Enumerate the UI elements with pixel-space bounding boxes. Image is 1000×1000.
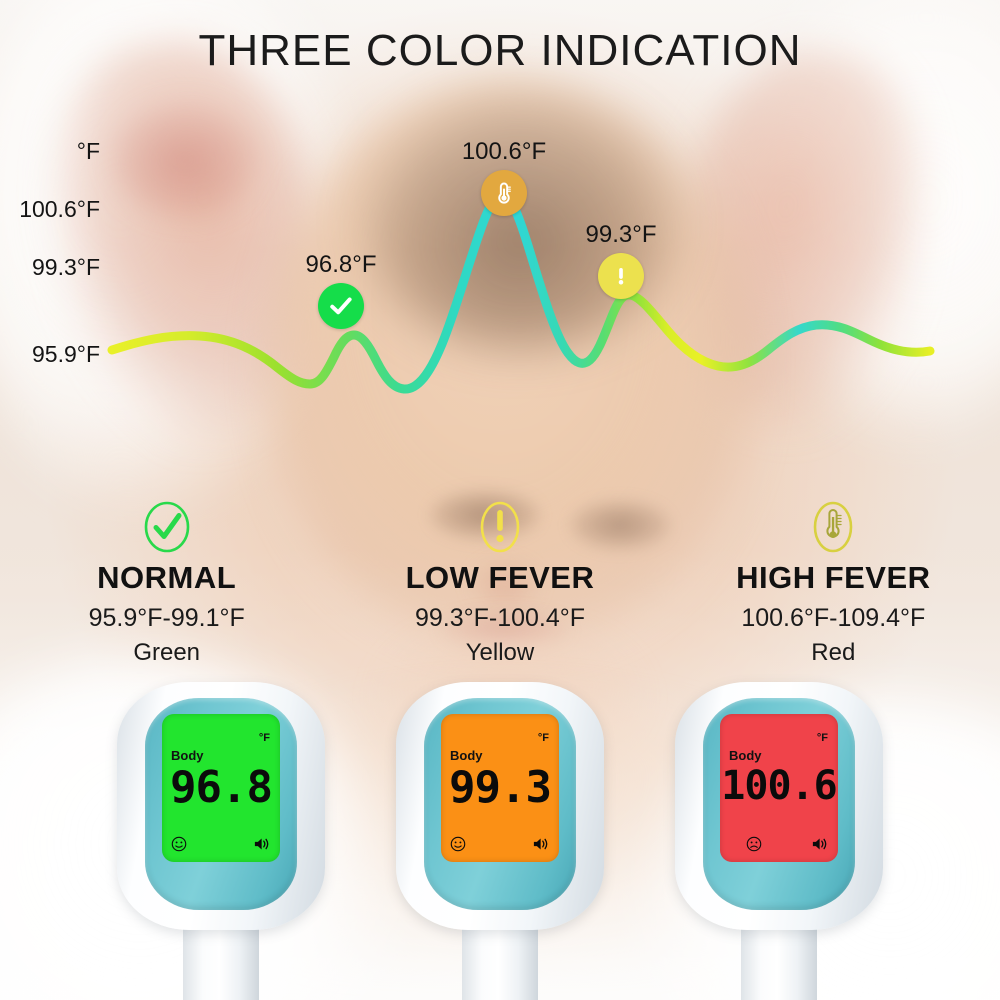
device-screen-normal: Body °F 96.8 bbox=[162, 714, 280, 862]
legend-title-low-fever: LOW FEVER bbox=[405, 560, 595, 595]
legend-item-normal: NORMAL 95.9°F-99.1°F Green bbox=[0, 498, 333, 667]
chart-annotation-low-fever-label: 99.3°F bbox=[585, 221, 657, 248]
device-screen-high-fever: Body °F 100.6 bbox=[720, 714, 838, 862]
screen-unit-label: °F bbox=[816, 732, 828, 744]
legend-title-normal: NORMAL bbox=[97, 560, 237, 595]
screen-unit-label: °F bbox=[258, 732, 270, 744]
y-axis-tick-95-9: 95.9°F bbox=[31, 341, 100, 367]
legend-color-normal: Green bbox=[133, 639, 201, 666]
screen-temperature-value: 99.3 bbox=[449, 762, 552, 813]
check-circle-icon bbox=[0, 498, 333, 556]
screen-mode-label: Body bbox=[450, 748, 483, 763]
screen-temperature-value: 100.6 bbox=[721, 763, 837, 809]
speaker-icon bbox=[811, 836, 829, 852]
chart-annotation-high-fever: 100.6°F bbox=[420, 138, 588, 216]
chart-annotation-high-fever-label: 100.6°F bbox=[461, 138, 547, 165]
legend-color-high-fever: Red bbox=[811, 639, 856, 666]
legend-color-low-fever: Yellow bbox=[465, 639, 535, 666]
thermometer-device-low-fever[interactable]: Body °F 99.3 bbox=[387, 676, 613, 1000]
smiley-face-icon bbox=[171, 836, 187, 852]
check-icon bbox=[318, 283, 364, 329]
y-axis-tick-100-6: 100.6°F bbox=[19, 196, 100, 222]
exclamation-circle-icon bbox=[333, 498, 666, 556]
legend-range-normal: 95.9°F-99.1°F bbox=[88, 604, 245, 632]
smiley-face-icon bbox=[450, 836, 466, 852]
speaker-icon bbox=[532, 836, 550, 852]
legend-title-high-fever: HIGH FEVER bbox=[736, 560, 931, 595]
exclamation-icon bbox=[598, 253, 644, 299]
thermometer-device-normal[interactable]: Body °F 96.8 bbox=[108, 676, 334, 1000]
device-row: Body °F 96.8 bbox=[0, 676, 1000, 1000]
legend-range-low-fever: 99.3°F-100.4°F bbox=[414, 604, 586, 632]
thermometer-device-high-fever[interactable]: Body °F 100.6 bbox=[666, 676, 892, 1000]
legend-range-high-fever: 100.6°F-109.4°F bbox=[741, 604, 926, 632]
thermometer-icon bbox=[481, 170, 527, 216]
y-axis-tick-99-3: 99.3°F bbox=[31, 254, 100, 280]
legend-item-high-fever: HIGH FEVER 100.6°F-109.4°F Red bbox=[667, 498, 1000, 667]
y-axis-unit-label: °F bbox=[76, 138, 100, 164]
chart-annotation-normal-label: 96.8°F bbox=[305, 251, 377, 278]
speaker-icon bbox=[253, 836, 271, 852]
screen-mode-label: Body bbox=[171, 748, 204, 763]
screen-mode-label: Body bbox=[729, 748, 762, 763]
screen-unit-label: °F bbox=[537, 732, 549, 744]
chart-annotation-low-fever: 99.3°F bbox=[551, 221, 691, 299]
sad-face-icon bbox=[746, 836, 762, 852]
legend-item-low-fever: LOW FEVER 99.3°F-100.4°F Yellow bbox=[333, 498, 666, 667]
screen-temperature-value: 96.8 bbox=[170, 762, 273, 813]
device-screen-low-fever: Body °F 99.3 bbox=[441, 714, 559, 862]
status-legend: NORMAL 95.9°F-99.1°F Green LOW FEVER 99.… bbox=[0, 498, 1000, 667]
page-title: THREE COLOR INDICATION bbox=[198, 26, 802, 75]
thermometer-circle-icon bbox=[667, 498, 1000, 556]
chart-annotation-normal: 96.8°F bbox=[276, 251, 406, 329]
